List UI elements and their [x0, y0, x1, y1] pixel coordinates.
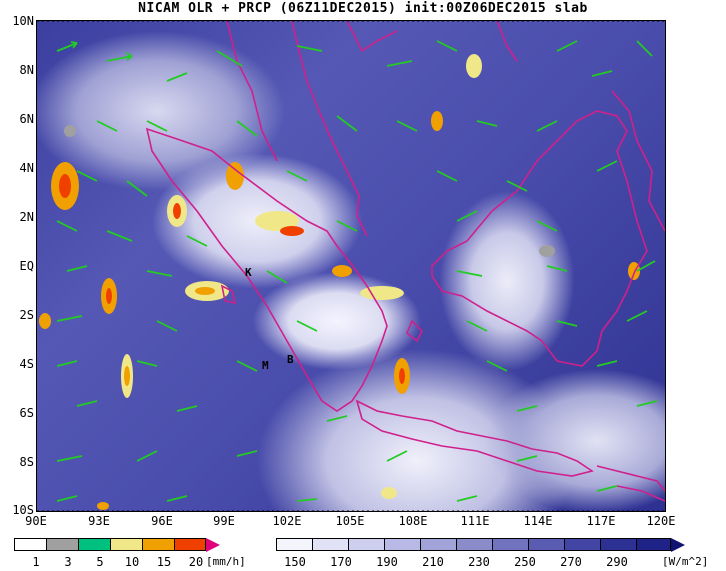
olr-tick: 270: [560, 555, 582, 569]
olr-swatch: [636, 538, 671, 551]
map-title: NICAM OLR + PRCP (06Z11DEC2015) init:00Z…: [138, 1, 588, 16]
olr-colorbar: [276, 538, 671, 551]
olr-tick: 170: [330, 555, 352, 569]
olr-tick: 210: [422, 555, 444, 569]
olr-tick: 250: [514, 555, 536, 569]
lon-label: 105E: [335, 514, 365, 528]
precip-swatch: [110, 538, 143, 551]
olr-swatch: [456, 538, 493, 551]
olr-swatch: [528, 538, 565, 551]
olr-swatch: [420, 538, 457, 551]
lat-label: 6S: [19, 406, 34, 420]
lat-label: 2N: [19, 210, 34, 224]
marker-k: K: [245, 266, 252, 279]
precip-unit: [mm/h]: [206, 555, 246, 568]
olr-swatch: [348, 538, 385, 551]
lat-label: 8N: [19, 63, 34, 77]
wind-vectors: [56, 40, 658, 502]
olr-swatch: [564, 538, 601, 551]
lat-label: EQ: [19, 259, 34, 273]
olr-swatch: [384, 538, 421, 551]
lon-label: 120E: [646, 514, 676, 528]
lon-label: 90E: [25, 514, 47, 528]
olr-swatch: [276, 538, 313, 551]
olr-unit: [W/m^2]: [662, 555, 709, 568]
lat-label: 2S: [19, 308, 34, 322]
olr-tick: 150: [284, 555, 306, 569]
marker-m: M: [262, 359, 269, 372]
olr-tick: 290: [606, 555, 628, 569]
map-overlay: [37, 21, 665, 511]
lon-label: 111E: [460, 514, 490, 528]
precip-tick: 15: [156, 555, 172, 569]
lat-label: 6N: [19, 112, 34, 126]
lat-label: 4N: [19, 161, 34, 175]
precip-tick: 1: [32, 555, 40, 569]
lat-label: 10S: [12, 503, 34, 517]
graticule: [37, 21, 665, 511]
lon-label: 117E: [586, 514, 616, 528]
lon-label: 99E: [213, 514, 235, 528]
marker-b: B: [287, 353, 294, 366]
lon-label: 93E: [88, 514, 110, 528]
precip-tick: 5: [96, 555, 104, 569]
lon-label: 114E: [523, 514, 553, 528]
lon-label: 108E: [398, 514, 428, 528]
precip-swatch: [78, 538, 111, 551]
precip-swatch: [14, 538, 47, 551]
lat-label: 4S: [19, 357, 34, 371]
precip-colorbar-low-arrow: [2, 538, 14, 552]
lon-label: 96E: [151, 514, 173, 528]
olr-tick: 190: [376, 555, 398, 569]
lon-label: 102E: [272, 514, 302, 528]
precip-colorbar: [14, 538, 206, 551]
olr-swatch: [600, 538, 637, 551]
olr-swatch: [492, 538, 529, 551]
precip-tick: 20: [188, 555, 204, 569]
olr-swatch: [312, 538, 349, 551]
precip-tick: 3: [64, 555, 72, 569]
precip-swatch: [174, 538, 206, 551]
coastlines: [145, 21, 665, 502]
lat-label: 8S: [19, 455, 34, 469]
precip-swatch: [142, 538, 175, 551]
olr-colorbar-low-arrow: [262, 538, 276, 552]
precip-cells: [39, 54, 640, 510]
precip-colorbar-high-arrow: [206, 538, 220, 552]
lat-label: 10N: [12, 14, 34, 28]
precip-tick: 10: [124, 555, 140, 569]
olr-colorbar-high-arrow: [671, 538, 685, 552]
map-plot-area: K M B: [36, 20, 666, 512]
olr-tick: 230: [468, 555, 490, 569]
precip-swatch: [46, 538, 79, 551]
